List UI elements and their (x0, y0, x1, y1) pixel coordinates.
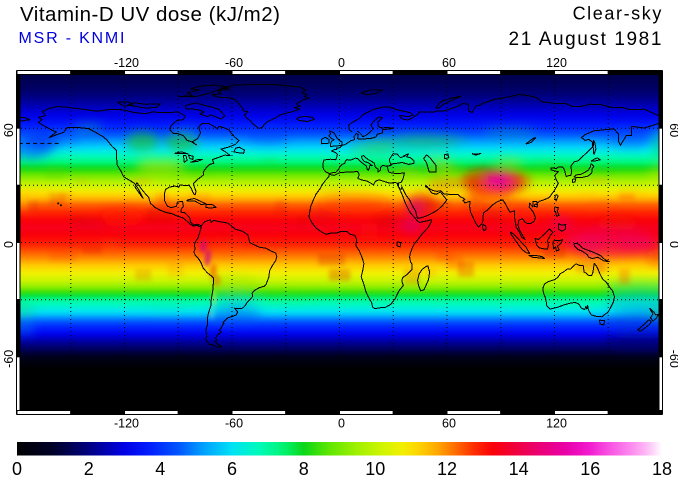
svg-text:0: 0 (2, 241, 16, 248)
svg-text:MSR - KNMI: MSR - KNMI (19, 30, 127, 47)
svg-text:-60: -60 (2, 350, 16, 368)
svg-text:6: 6 (227, 459, 237, 479)
svg-text:120: 120 (546, 56, 567, 70)
svg-text:21 August 1981: 21 August 1981 (509, 29, 663, 50)
svg-text:16: 16 (580, 459, 600, 479)
svg-text:0: 0 (12, 459, 22, 479)
svg-text:-60: -60 (667, 350, 678, 368)
svg-text:60: 60 (442, 56, 456, 70)
svg-text:14: 14 (509, 459, 529, 479)
svg-text:4: 4 (155, 459, 165, 479)
svg-text:12: 12 (437, 459, 457, 479)
svg-text:8: 8 (299, 459, 309, 479)
svg-text:Clear-sky: Clear-sky (573, 4, 663, 24)
svg-text:10: 10 (365, 459, 385, 479)
svg-text:18: 18 (652, 459, 672, 479)
svg-text:0: 0 (338, 417, 345, 431)
svg-text:-60: -60 (225, 417, 243, 431)
svg-text:2: 2 (84, 459, 94, 479)
svg-text:Vitamin-D UV dose (kJ/m2): Vitamin-D UV dose (kJ/m2) (20, 3, 280, 26)
svg-text:0: 0 (338, 56, 345, 70)
svg-text:60: 60 (667, 123, 678, 137)
svg-text:-120: -120 (114, 56, 139, 70)
svg-text:60: 60 (2, 123, 16, 137)
svg-text:-60: -60 (225, 56, 243, 70)
svg-text:60: 60 (442, 417, 456, 431)
svg-text:0: 0 (667, 241, 678, 248)
svg-text:120: 120 (546, 417, 567, 431)
svg-text:-120: -120 (114, 417, 139, 431)
